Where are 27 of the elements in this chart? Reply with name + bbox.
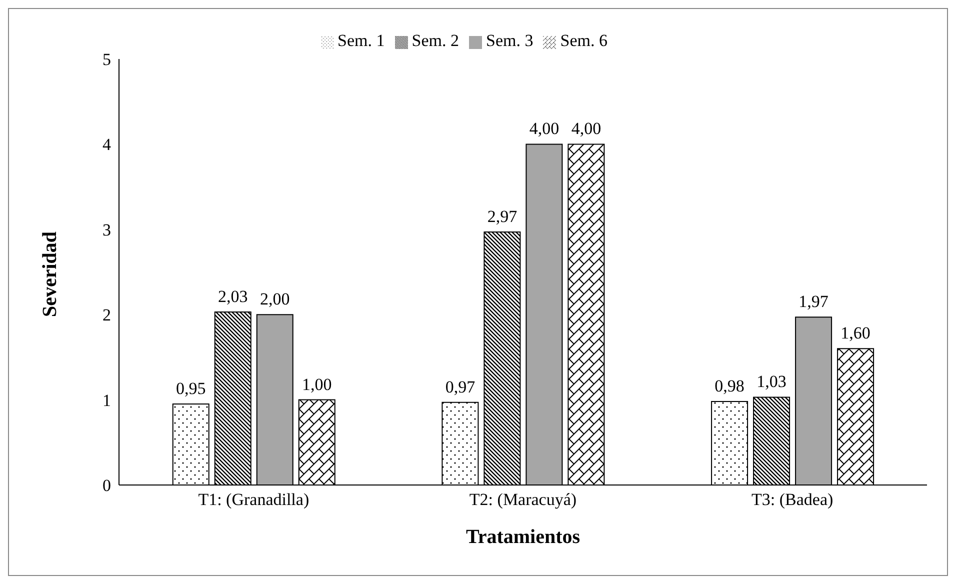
y-tick-label: 5 xyxy=(102,50,111,70)
data-label: 1,97 xyxy=(798,292,829,312)
y-tick-label: 4 xyxy=(102,135,112,154)
x-axis-title: Tratamientos xyxy=(466,526,580,548)
y-tick-label: 0 xyxy=(102,476,111,496)
data-label: 2,03 xyxy=(218,287,248,306)
data-label: 0,97 xyxy=(445,377,476,396)
data-label: 1,00 xyxy=(302,374,332,394)
y-tick-label: 1 xyxy=(102,390,111,410)
data-label: 2,00 xyxy=(260,290,290,309)
data-label: 4,00 xyxy=(571,119,602,138)
y-tick-label: 3 xyxy=(102,220,111,240)
legend-label: Sem. 6 xyxy=(560,31,608,50)
data-label: 4,00 xyxy=(529,119,560,138)
data-label: 0,95 xyxy=(176,379,206,398)
legend-label: Sem. 1 xyxy=(338,31,385,50)
x-tick-label: T2: (Maracuyá) xyxy=(469,490,577,510)
data-label: 0,98 xyxy=(714,376,744,396)
legend-label: Sem. 2 xyxy=(412,31,459,50)
x-tick-label: T3: (Badea) xyxy=(752,490,834,510)
data-label: 1,03 xyxy=(756,372,786,392)
y-axis-title: Severidad xyxy=(39,231,62,317)
data-label: 1,60 xyxy=(840,324,870,343)
data-label: 2,97 xyxy=(487,206,518,226)
x-tick-label: T1: (Granadilla) xyxy=(198,490,310,510)
y-tick-label: 2 xyxy=(102,306,111,325)
legend-label: Sem. 3 xyxy=(486,31,534,50)
